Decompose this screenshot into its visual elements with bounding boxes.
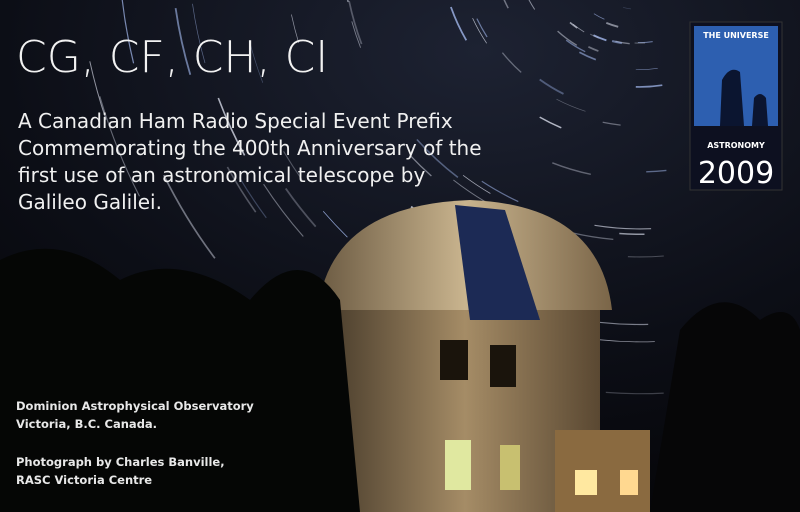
badge-top: THE UNIVERSE <box>703 31 769 40</box>
description-line: Galileo Galilei. <box>18 190 162 214</box>
description-line: first use of an astronomical telescope b… <box>18 163 425 187</box>
title: CG, CF, CH, CI <box>16 32 328 83</box>
iya-badge: THE UNIVERSE ASTRONOMY 2009 <box>690 22 782 191</box>
badge-year: 2009 <box>698 156 774 191</box>
caption-line: Photograph by Charles Banville, <box>16 455 225 469</box>
page: {"title": "CG, CF, CH, CI", "description… <box>0 0 800 512</box>
caption-line: RASC Victoria Centre <box>16 473 152 487</box>
caption-line: Victoria, B.C. Canada. <box>16 417 157 431</box>
badge-name: ASTRONOMY <box>707 141 765 150</box>
description-line: Commemorating the 400th Anniversary of t… <box>18 136 482 160</box>
description-line: A Canadian Ham Radio Special Event Prefi… <box>18 109 453 133</box>
caption-line: Dominion Astrophysical Observatory <box>16 399 254 413</box>
postcard: THE UNIVERSE ASTRONOMY 2009 CG, CF, CH, … <box>0 0 800 512</box>
star-trail <box>619 234 644 235</box>
